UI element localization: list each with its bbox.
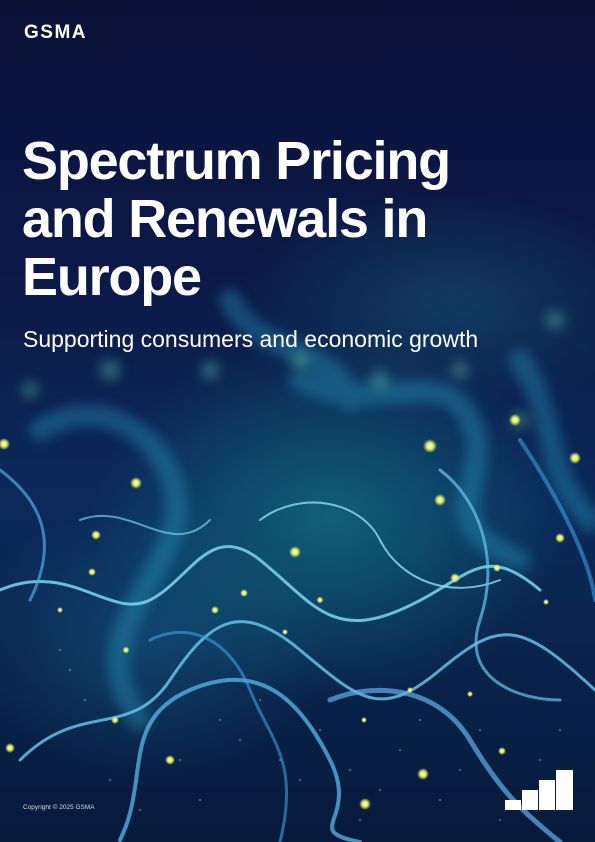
copyright-notice: Copyright © 2025 GSMA — [23, 804, 95, 811]
title-line-1: Spectrum Pricing — [22, 131, 451, 191]
title-line-3: Europe — [22, 247, 202, 307]
report-subtitle: Supporting consumers and economic growth — [23, 326, 479, 352]
gsma-logo: GSMA — [24, 22, 87, 43]
bar-chart-icon — [505, 770, 573, 810]
title-line-2: and Renewals in — [22, 189, 428, 249]
report-title: Spectrum Pricing and Renewals in Europe — [22, 132, 562, 306]
